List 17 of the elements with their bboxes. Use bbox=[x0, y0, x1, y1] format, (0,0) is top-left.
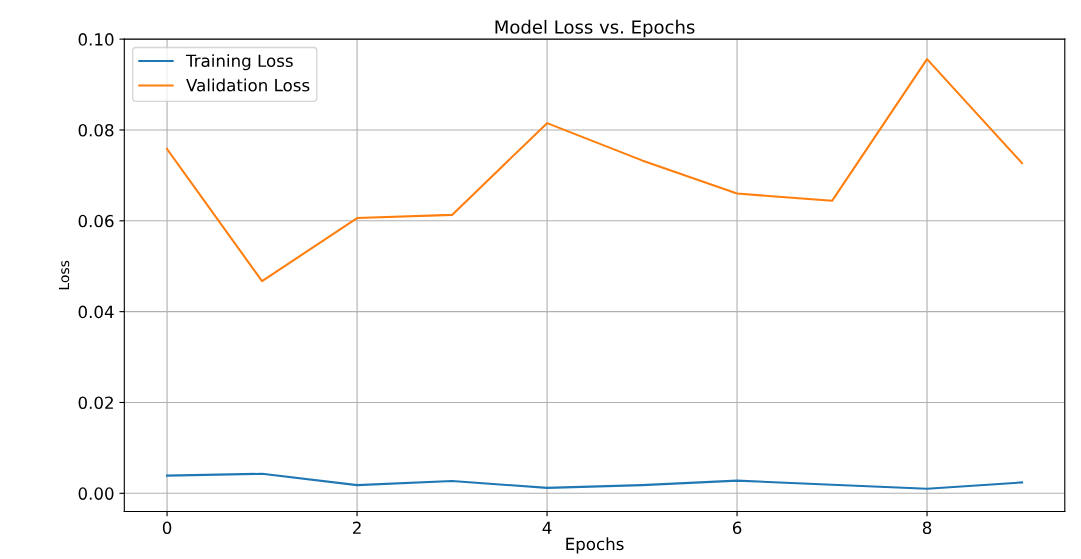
y-tick-label: 0.08 bbox=[78, 123, 114, 137]
y-tick-label: 0.10 bbox=[78, 33, 114, 46]
x-tick-label: 0 bbox=[162, 521, 172, 535]
chart-title: Model Loss vs. Epochs bbox=[495, 19, 695, 38]
legend-label: Training Loss bbox=[185, 54, 293, 71]
y-tick-label: 0.04 bbox=[78, 305, 114, 319]
y-axis-title: Loss bbox=[58, 260, 70, 290]
x-tick-label: 8 bbox=[922, 521, 932, 535]
y-tick-label: 0.00 bbox=[78, 487, 114, 500]
legend-label: Validation Loss bbox=[186, 78, 310, 92]
x-axis-title: Epochs bbox=[566, 537, 624, 554]
line-series bbox=[166, 472, 1024, 490]
x-tick-label: 6 bbox=[732, 521, 742, 535]
x-tick-label: 2 bbox=[352, 521, 361, 534]
x-tick-label: 4 bbox=[542, 521, 552, 534]
y-tick-label: 0.06 bbox=[78, 214, 114, 228]
y-tick-label: 0.02 bbox=[78, 396, 113, 410]
